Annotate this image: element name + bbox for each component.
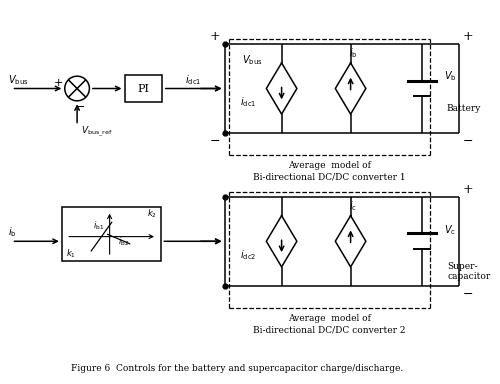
Text: $k_1$: $k_1$ bbox=[66, 247, 76, 260]
Text: +: + bbox=[462, 30, 473, 43]
Text: $V_{\rm bus}$: $V_{\rm bus}$ bbox=[8, 73, 28, 86]
Text: $i_{\rm b2}$: $i_{\rm b2}$ bbox=[118, 235, 129, 248]
Text: $i_{\rm dc1}$: $i_{\rm dc1}$ bbox=[186, 73, 202, 86]
Text: $V_{\rm c}$: $V_{\rm c}$ bbox=[444, 223, 456, 237]
Text: Average  model of: Average model of bbox=[288, 314, 371, 323]
Text: −: − bbox=[462, 135, 473, 148]
Text: −: − bbox=[210, 135, 220, 148]
Text: −: − bbox=[462, 288, 473, 301]
Text: $i_{\rm b1}$: $i_{\rm b1}$ bbox=[93, 220, 104, 232]
Text: Average  model of: Average model of bbox=[288, 161, 371, 170]
Text: +: + bbox=[210, 30, 220, 43]
Text: $i_{\rm b}$: $i_{\rm b}$ bbox=[349, 46, 358, 60]
Text: +: + bbox=[462, 183, 473, 196]
Text: Bi-directional DC/DC converter 2: Bi-directional DC/DC converter 2 bbox=[254, 326, 406, 334]
Text: +: + bbox=[54, 78, 63, 88]
Text: Bi-directional DC/DC converter 1: Bi-directional DC/DC converter 1 bbox=[254, 173, 406, 182]
Text: $V_{\rm bus}$: $V_{\rm bus}$ bbox=[242, 53, 262, 67]
Text: Super-
capacitor: Super- capacitor bbox=[448, 262, 491, 281]
Text: $V_{\rm bus\_ref}$: $V_{\rm bus\_ref}$ bbox=[81, 125, 112, 139]
Text: $i_{\rm c}$: $i_{\rm c}$ bbox=[349, 199, 357, 213]
Text: Figure 6  Controls for the battery and supercapacitor charge/discharge.: Figure 6 Controls for the battery and su… bbox=[71, 364, 404, 373]
Text: −: − bbox=[74, 101, 85, 114]
Text: $i_{\rm dc2}$: $i_{\rm dc2}$ bbox=[240, 248, 256, 262]
Text: $V_{\rm b}$: $V_{\rm b}$ bbox=[444, 69, 457, 83]
Text: $i_{\rm b}$: $i_{\rm b}$ bbox=[8, 225, 16, 239]
Text: PI: PI bbox=[138, 83, 149, 94]
Bar bbox=[125, 75, 162, 102]
Text: $i_{\rm dc1}$: $i_{\rm dc1}$ bbox=[240, 95, 256, 109]
Bar bbox=[62, 207, 161, 261]
Text: $k_2$: $k_2$ bbox=[147, 208, 157, 220]
Text: Battery: Battery bbox=[446, 104, 481, 113]
